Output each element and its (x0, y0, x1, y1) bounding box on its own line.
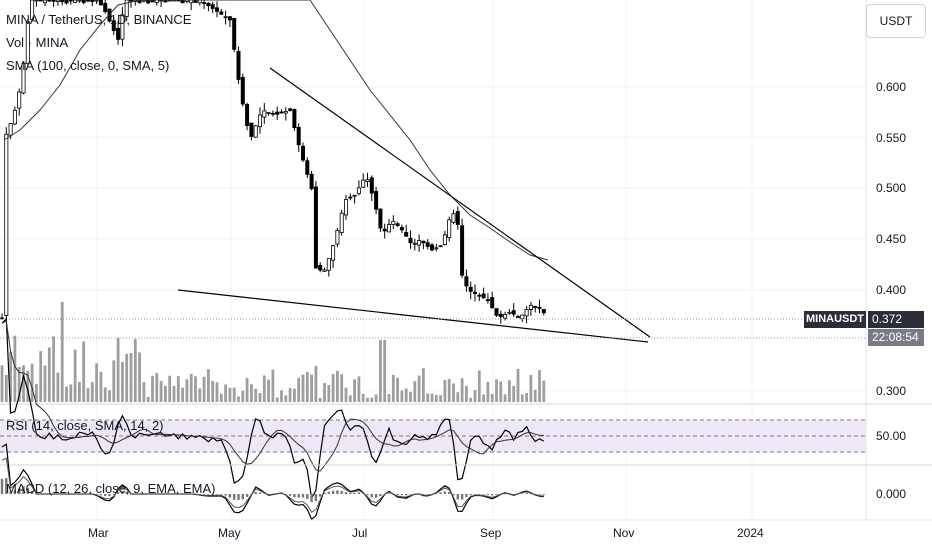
volume-bars (0, 302, 546, 402)
macd-legend[interactable]: MACD (12, 26, close, 9, EMA, EMA) (6, 481, 216, 496)
rsi-tick: 50.00 (876, 429, 907, 443)
time-tick: Jul (352, 526, 368, 540)
time-tick: Nov (613, 526, 635, 540)
rsi-legend[interactable]: RSI (14, close, SMA, 14, 2) (6, 418, 164, 433)
currency-button[interactable]: USDT (866, 4, 926, 38)
rsi-pane (0, 317, 866, 501)
countdown-badge: 22:08:54 (868, 329, 924, 346)
macd-signal-line (1, 457, 544, 513)
price-tick: 0.300 (876, 384, 907, 398)
symbol-legend[interactable]: MINA / TetherUS, 1D, BINANCE (6, 12, 192, 27)
trendline-lower[interactable] (177, 289, 649, 343)
rsi-line (1, 317, 545, 501)
trendline-upper[interactable] (269, 67, 651, 338)
price-tick: 0.600 (876, 80, 907, 94)
price-tick: 0.400 (876, 283, 907, 297)
time-tick: Mar (88, 526, 109, 540)
sma-line (3, 0, 549, 261)
time-tick: 2024 (737, 526, 764, 540)
price-tick: 0.450 (876, 232, 907, 246)
sma-legend[interactable]: SMA (100, close, 0, SMA, 5) (6, 58, 170, 73)
price-tick: 0.550 (876, 131, 907, 145)
volume-legend[interactable]: Vol · MINA (6, 35, 69, 50)
last-price-badge: 0.372 (868, 311, 924, 328)
time-tick: May (218, 526, 241, 540)
macd-pane (0, 443, 545, 521)
time-tick: Sep (480, 526, 502, 540)
price-tick: 0.500 (876, 181, 907, 195)
macd-tick: 0.000 (876, 487, 907, 501)
rsi-ma-line (1, 320, 544, 472)
symbol-badge: MINAUSDT (804, 311, 866, 328)
